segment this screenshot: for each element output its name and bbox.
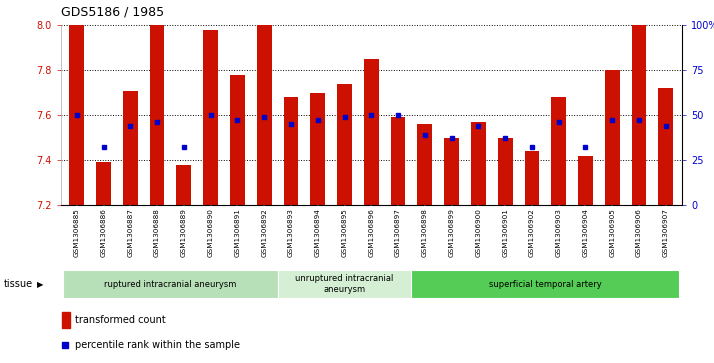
Text: GSM1306907: GSM1306907 (663, 208, 669, 257)
Bar (63, 311, 71, 328)
Bar (176, 165, 191, 205)
Text: GSM1306900: GSM1306900 (476, 208, 481, 257)
Text: GSM1306888: GSM1306888 (154, 208, 160, 257)
Bar (578, 156, 593, 205)
Bar (391, 118, 406, 205)
Text: GSM1306895: GSM1306895 (341, 208, 348, 257)
Text: GSM1306892: GSM1306892 (261, 208, 267, 257)
Bar (64, 270, 278, 298)
Bar (498, 138, 513, 205)
Text: ▶: ▶ (37, 280, 44, 289)
Text: GSM1306903: GSM1306903 (555, 208, 562, 257)
Text: GSM1306902: GSM1306902 (529, 208, 535, 257)
Bar (411, 270, 679, 298)
Text: GSM1306904: GSM1306904 (583, 208, 588, 257)
Text: transformed count: transformed count (75, 315, 166, 325)
Bar (69, 25, 84, 205)
Text: GSM1306891: GSM1306891 (234, 208, 241, 257)
Text: GSM1306885: GSM1306885 (74, 208, 80, 257)
Text: GSM1306899: GSM1306899 (448, 208, 455, 257)
Bar (605, 70, 620, 205)
Bar (418, 124, 432, 205)
Bar (632, 0, 646, 205)
Bar (658, 88, 673, 205)
Bar (230, 75, 245, 205)
Text: percentile rank within the sample: percentile rank within the sample (75, 339, 240, 350)
Bar (444, 138, 459, 205)
Bar (150, 0, 164, 205)
Text: unruptured intracranial
aneurysm: unruptured intracranial aneurysm (296, 274, 393, 294)
Text: GSM1306889: GSM1306889 (181, 208, 187, 257)
Bar (123, 90, 138, 205)
Bar (311, 93, 325, 205)
Text: GSM1306894: GSM1306894 (315, 208, 321, 257)
Bar (364, 59, 378, 205)
Text: tissue: tissue (4, 279, 33, 289)
Text: GSM1306886: GSM1306886 (101, 208, 106, 257)
Bar (278, 270, 411, 298)
Bar (96, 162, 111, 205)
Text: GSM1306898: GSM1306898 (422, 208, 428, 257)
Text: superficial temporal artery: superficial temporal artery (489, 280, 602, 289)
Text: GSM1306893: GSM1306893 (288, 208, 294, 257)
Text: GSM1306906: GSM1306906 (636, 208, 642, 257)
Bar (203, 30, 218, 205)
Bar (337, 84, 352, 205)
Text: GSM1306905: GSM1306905 (609, 208, 615, 257)
Bar (283, 97, 298, 205)
Bar (551, 97, 566, 205)
Text: GDS5186 / 1985: GDS5186 / 1985 (61, 5, 164, 18)
Text: GSM1306897: GSM1306897 (395, 208, 401, 257)
Text: GSM1306896: GSM1306896 (368, 208, 374, 257)
Text: GSM1306890: GSM1306890 (208, 208, 213, 257)
Text: GSM1306887: GSM1306887 (127, 208, 134, 257)
Bar (257, 0, 271, 205)
Text: GSM1306901: GSM1306901 (502, 208, 508, 257)
Bar (471, 122, 486, 205)
Text: ruptured intracranial aneurysm: ruptured intracranial aneurysm (104, 280, 236, 289)
Bar (525, 151, 539, 205)
